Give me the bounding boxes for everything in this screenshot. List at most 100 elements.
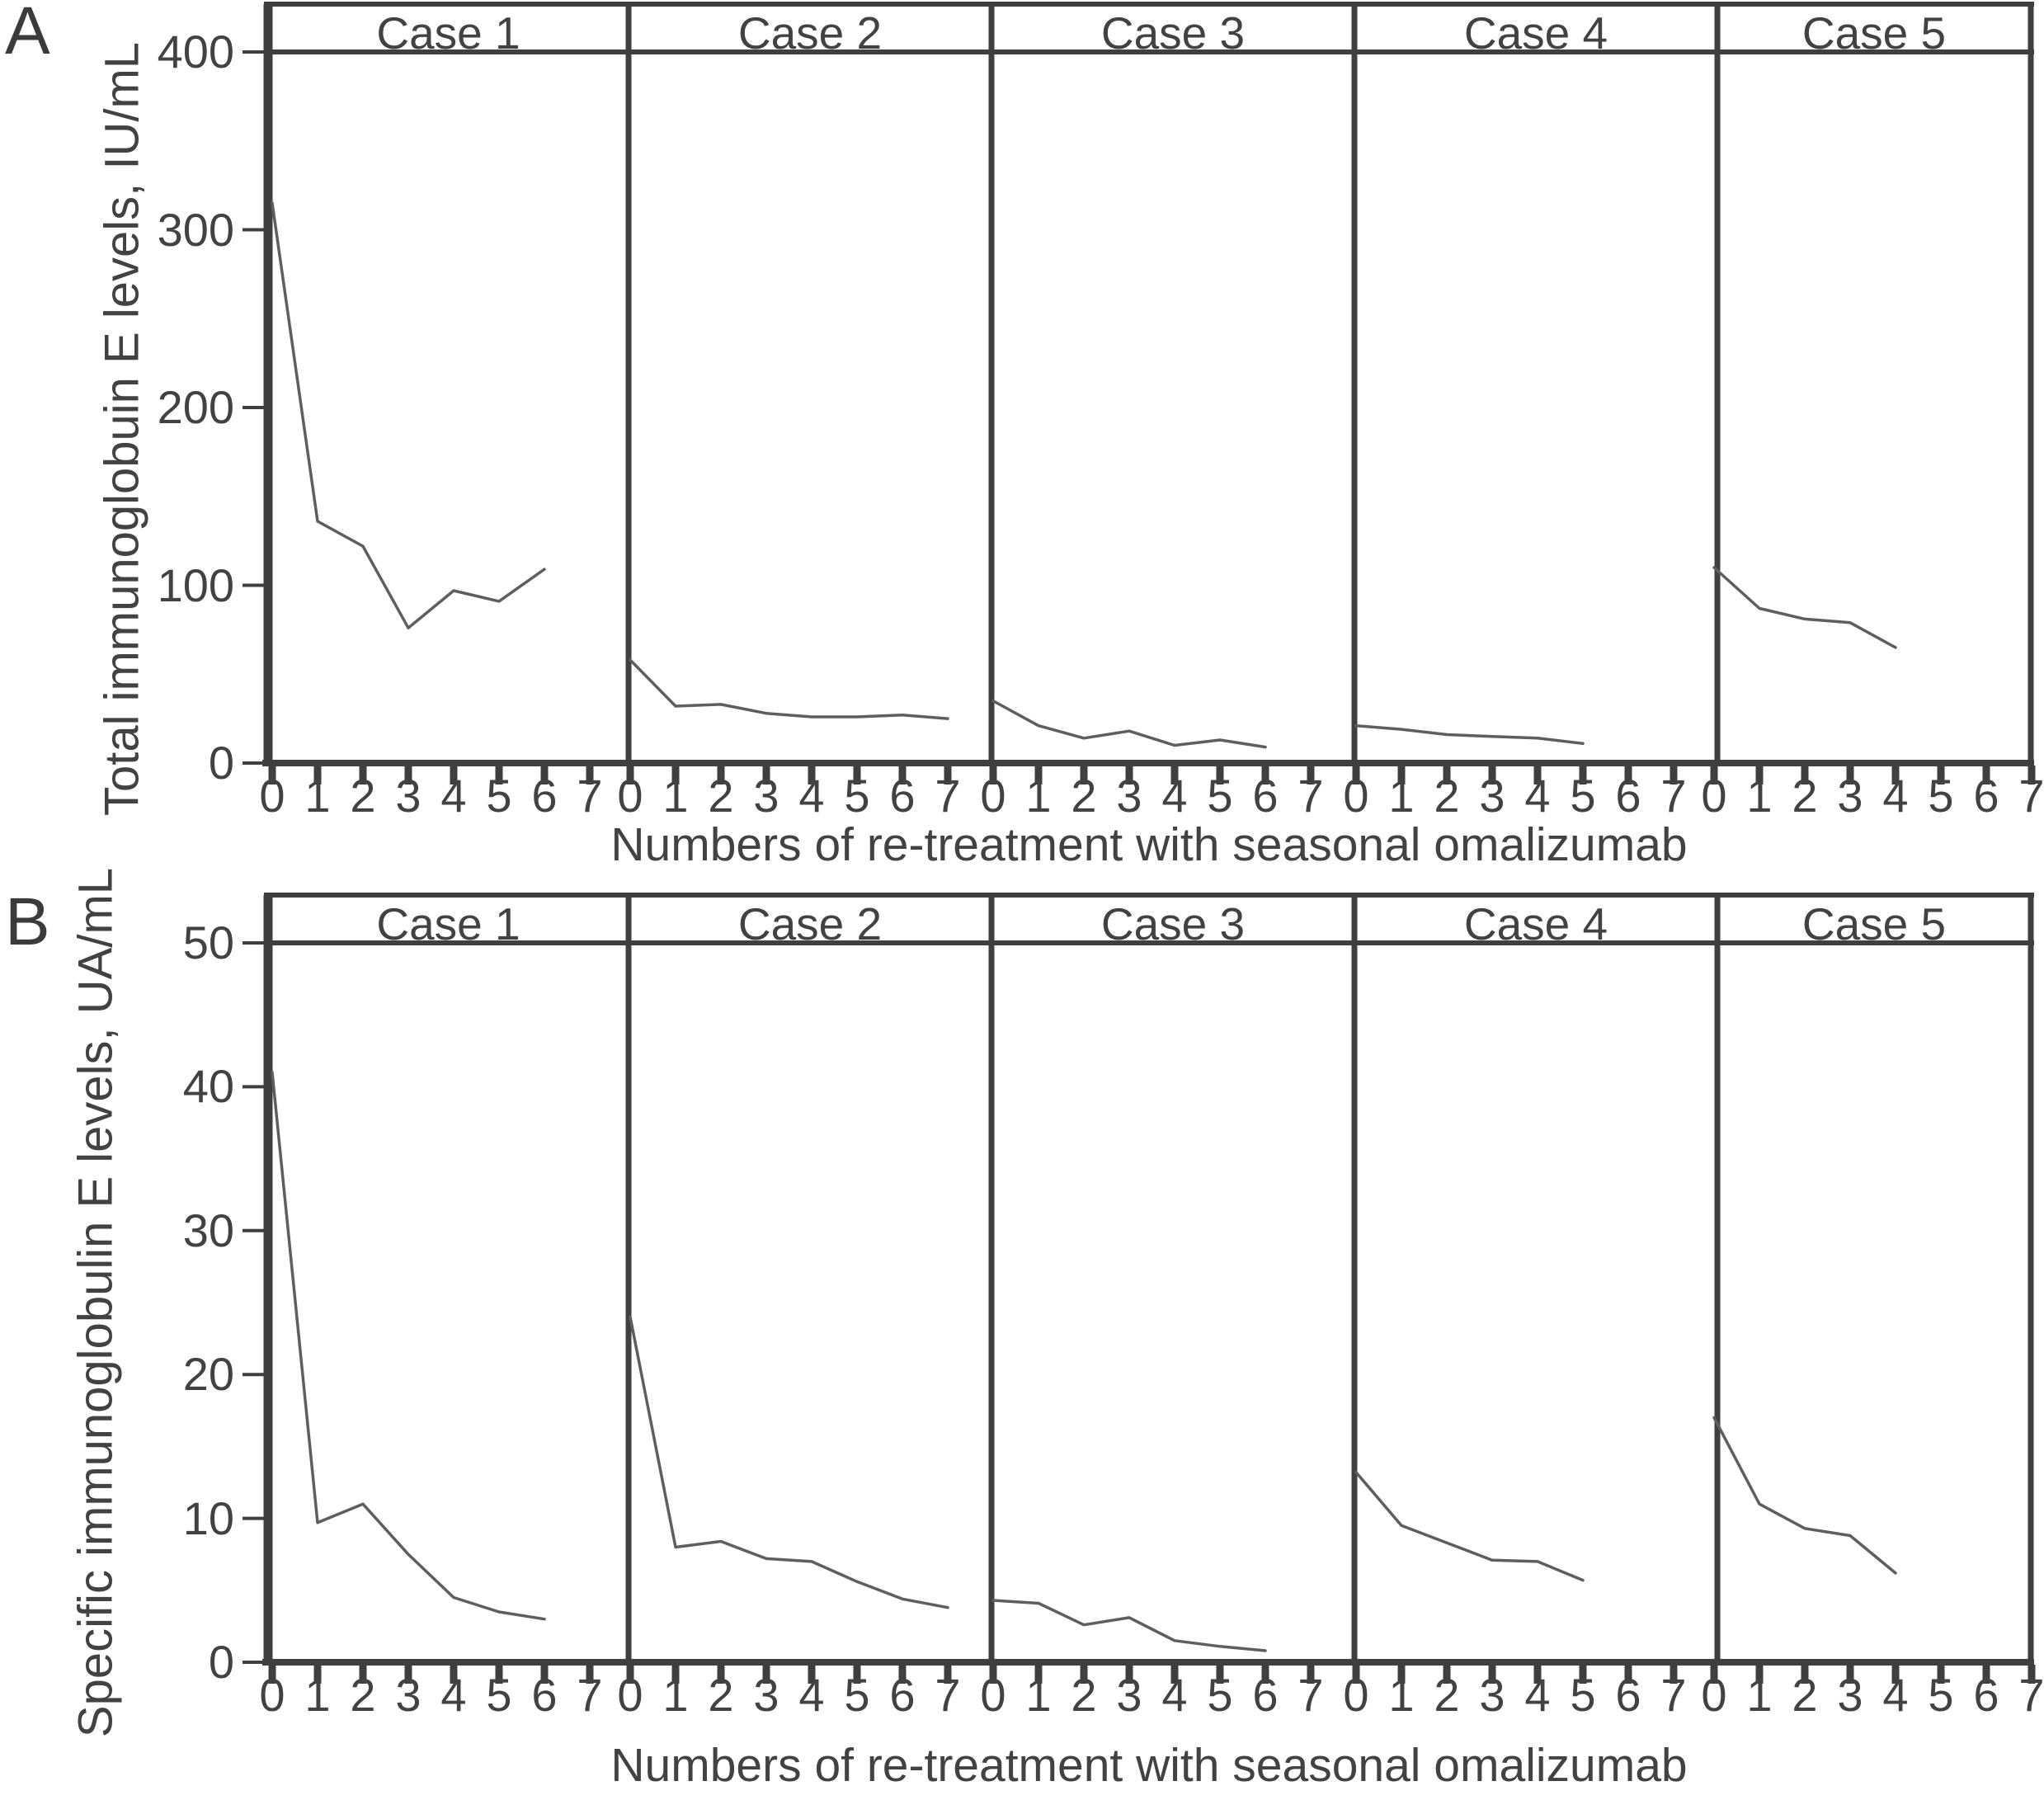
x-tick-label: 5 [1570,1669,1596,1721]
x-tick-label: 2 [1434,1669,1460,1721]
panel-a-case-1-line [271,201,546,629]
x-tick-label: 1 [1025,770,1052,822]
panel-b-x-axis-title: Numbers of re-treatment with seasonal om… [610,1739,1688,1792]
case-header: Case 4 [1463,898,1608,949]
x-tick-label: 6 [1252,770,1279,822]
x-tick-label: 3 [1116,770,1142,822]
x-tick-label: 1 [304,1669,331,1721]
x-tick-label: 4 [1882,770,1909,822]
x-tick-label: 3 [1479,1669,1505,1721]
x-tick-label: 7 [935,770,961,822]
x-tick-label: 4 [798,1669,825,1721]
x-tick-label: 5 [1928,770,1954,822]
x-tick-label: 2 [1071,770,1097,822]
x-tick-label: 3 [1837,770,1863,822]
x-tick-label: 2 [1071,1669,1097,1721]
x-tick-label: 3 [395,770,422,822]
y-tick-label: 200 [157,381,234,433]
x-tick-label: 3 [753,770,779,822]
panel-b-y-axis-title: Specific immunoglobulin E levels, UA/mL [68,867,123,1738]
x-tick-label: 0 [980,770,1006,822]
x-tick-label: 0 [617,770,643,822]
x-tick-label: 0 [1343,770,1369,822]
panel-a-case-2-line [629,658,949,720]
x-tick-label: 6 [531,1669,558,1721]
x-tick-label: 3 [1116,1669,1142,1721]
y-tick-label: 0 [208,737,234,789]
x-tick-label: 7 [577,1669,603,1721]
x-tick-label: 4 [1882,1669,1909,1721]
x-tick-label: 4 [1524,770,1551,822]
y-tick-label: 30 [182,1204,234,1256]
x-tick-label: 5 [1207,1669,1233,1721]
case-header: Case 5 [1801,7,1947,59]
case-header: Case 1 [376,7,520,59]
x-tick-label: 6 [531,770,558,822]
x-tick-label: 0 [1343,1669,1369,1721]
case-header: Case 3 [1100,898,1246,949]
x-tick-label: 7 [577,770,603,822]
x-tick-label: 2 [1792,1669,1818,1721]
x-tick-label: 6 [1973,770,1999,822]
x-tick-label: 2 [708,1669,734,1721]
case-header: Case 1 [376,898,520,949]
x-tick-label: 6 [889,770,916,822]
x-tick-label: 1 [662,770,689,822]
y-tick-label: 100 [157,558,234,611]
x-tick-label: 5 [1570,770,1596,822]
x-tick-label: 1 [1388,1669,1415,1721]
x-tick-label: 6 [1615,1669,1641,1721]
x-tick-label: 3 [1479,770,1505,822]
panel-a-case-3-line [991,699,1267,749]
x-tick-label: 3 [395,1669,422,1721]
y-tick-label: 50 [182,916,234,968]
x-tick-label: 7 [2018,770,2044,822]
x-tick-label: 5 [1207,770,1233,822]
x-tick-label: 7 [1660,1669,1687,1721]
panel-a-case-4-line [1354,723,1585,746]
x-tick-label: 4 [440,1669,467,1721]
case-header: Case 3 [1100,7,1246,59]
y-tick-label: 300 [157,203,234,256]
case-header: Case 2 [737,7,883,59]
x-tick-label: 6 [1252,1669,1279,1721]
y-tick-label: 10 [182,1491,234,1544]
x-tick-label: 1 [1388,770,1415,822]
x-tick-label: 0 [1701,1669,1727,1721]
x-tick-label: 6 [1973,1669,1999,1721]
x-tick-label: 2 [708,770,734,822]
case-header: Case 5 [1801,898,1947,949]
x-tick-label: 6 [889,1669,916,1721]
y-tick-label: 20 [182,1348,234,1401]
x-tick-label: 0 [617,1669,643,1721]
panel-b-case-4-line [1354,1471,1585,1582]
x-tick-label: 0 [1701,770,1727,822]
x-tick-label: 0 [980,1669,1006,1721]
x-tick-label: 4 [1161,770,1188,822]
panel-b-case-2-line [629,1315,949,1609]
x-tick-label: 4 [1161,1669,1188,1721]
x-tick-label: 5 [486,770,512,822]
x-tick-label: 1 [1746,1669,1773,1721]
case-header: Case 4 [1463,7,1608,59]
x-tick-label: 7 [1298,770,1324,822]
x-tick-label: 0 [259,770,285,822]
x-tick-label: 5 [844,1669,870,1721]
panel-a-y-axis-title: Total immunoglobuin E levels, IU/mL [95,41,149,817]
x-tick-label: 7 [2018,1669,2044,1721]
panel-b-letter: B [5,884,50,959]
x-tick-label: 0 [259,1669,285,1721]
x-tick-label: 5 [844,770,870,822]
panel-a-letter: A [5,0,50,68]
x-tick-label: 2 [1792,770,1818,822]
x-tick-label: 1 [1025,1669,1052,1721]
panel-b-case-1-line [271,1071,546,1621]
panel-a-x-axis-title: Numbers of re-treatment with seasonal om… [610,818,1688,871]
x-tick-label: 7 [1298,1669,1324,1721]
x-tick-label: 4 [798,770,825,822]
x-tick-label: 4 [1524,1669,1551,1721]
panel-b-case-5-line [1712,1416,1897,1575]
y-tick-label: 0 [208,1636,234,1688]
